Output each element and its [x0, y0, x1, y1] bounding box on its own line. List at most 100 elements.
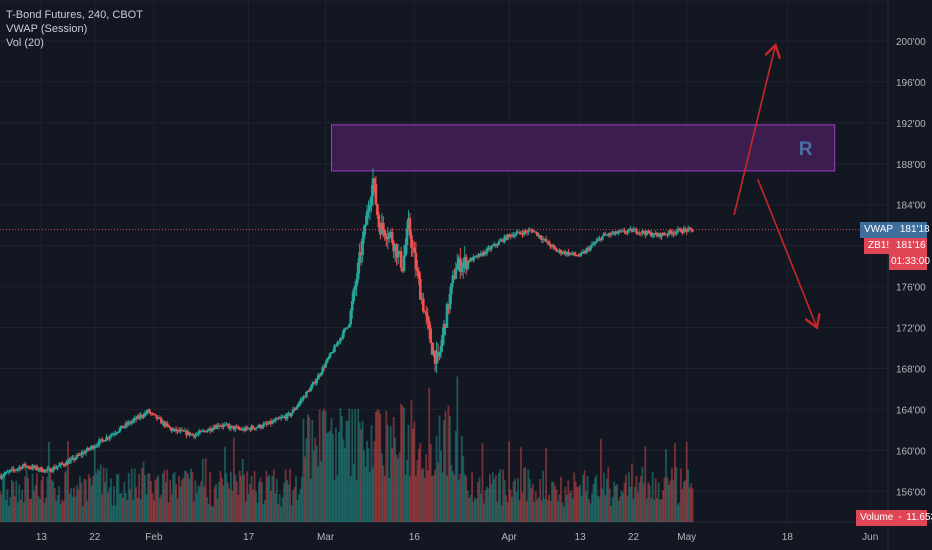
volume-bar	[275, 479, 278, 522]
volume-bar	[213, 487, 216, 522]
candle-body	[185, 430, 188, 436]
volume-bar	[247, 493, 250, 522]
volume-bar	[591, 493, 593, 522]
volume-bar	[258, 481, 260, 522]
candle-body	[192, 434, 196, 437]
candle-body	[658, 233, 662, 237]
candle-body	[436, 351, 440, 357]
candle-body	[91, 445, 95, 449]
candle-body	[197, 433, 200, 435]
volume-bar	[95, 473, 98, 522]
volume-bar	[164, 481, 167, 522]
candle-body	[599, 238, 603, 241]
resistance-zone-label: R	[799, 139, 813, 160]
candle-body	[248, 428, 252, 431]
candle-body	[448, 293, 452, 310]
x-tick-label: 13	[575, 532, 587, 543]
volume-bar	[447, 405, 450, 522]
volume-bar	[465, 475, 468, 522]
candle-body	[476, 255, 480, 258]
volume-bar	[499, 469, 502, 522]
candle-body	[429, 328, 432, 344]
candle-body	[447, 304, 450, 310]
volume-bar	[537, 497, 540, 522]
candle-body	[100, 439, 104, 441]
volume-bar	[182, 477, 185, 522]
candle-body	[467, 260, 471, 262]
volume-bar	[215, 483, 217, 522]
candle-body	[534, 231, 538, 233]
volume-bar	[284, 469, 287, 522]
legend-vwap[interactable]: VWAP (Session)	[6, 23, 88, 35]
candle-body	[402, 255, 406, 271]
candle-body	[673, 232, 677, 234]
candle-body	[86, 447, 89, 452]
volume-bar	[679, 468, 682, 522]
legend-symbol[interactable]: T-Bond Futures, 240, CBOT	[6, 9, 143, 21]
volume-bar	[266, 476, 269, 522]
candle-body	[586, 248, 589, 250]
volume-bar	[545, 447, 548, 522]
volume-bar	[27, 478, 30, 522]
candle-body	[439, 345, 443, 353]
volume-bar	[372, 467, 374, 522]
volume-bar	[289, 468, 291, 522]
volume-bar	[117, 474, 120, 522]
candle-body	[556, 251, 560, 253]
candle-body	[205, 430, 209, 433]
volume-bar	[201, 458, 204, 522]
volume-bar	[246, 471, 249, 522]
volume-bar	[235, 481, 238, 522]
candle-body	[549, 244, 552, 247]
candle-body	[316, 375, 320, 380]
volume-bar	[158, 498, 161, 522]
candle-body	[103, 440, 107, 442]
volume-bar	[221, 478, 223, 522]
candle-body	[490, 246, 493, 250]
candle-body	[257, 424, 261, 428]
candle-body	[269, 421, 273, 424]
volume-bar	[597, 495, 599, 522]
volume-bar	[225, 473, 228, 522]
candle-body	[285, 413, 289, 419]
candle-body	[231, 425, 234, 427]
candle-body	[441, 334, 444, 346]
candle-body	[457, 258, 461, 265]
volume-bar	[360, 429, 363, 522]
volume-bar	[629, 486, 632, 522]
candle-body	[127, 422, 131, 425]
volume-bar	[484, 490, 487, 522]
candle-body	[648, 232, 652, 234]
volume-bar	[77, 489, 80, 522]
candle-body	[297, 402, 301, 406]
candle-body	[433, 350, 437, 364]
candle-body	[612, 231, 616, 234]
candle-body	[481, 253, 484, 256]
candle-body	[125, 423, 129, 425]
candle-body	[322, 367, 326, 369]
candle-body	[575, 255, 579, 257]
candle-body	[263, 423, 267, 425]
candle-body	[186, 431, 190, 436]
volume-bar	[98, 470, 101, 522]
candle-body	[519, 233, 523, 235]
candle-body	[598, 238, 601, 240]
volume-bar	[129, 489, 132, 522]
volume-bar	[92, 475, 95, 522]
candle-body	[222, 424, 225, 427]
volume-bar	[505, 495, 508, 522]
legend-volume[interactable]: Vol (20)	[6, 37, 44, 49]
volume-bar	[5, 499, 7, 522]
candle-body	[81, 452, 85, 455]
candle-body	[399, 251, 403, 268]
candle-body	[424, 312, 428, 316]
volume-bar	[586, 476, 589, 522]
candle-body	[535, 232, 539, 236]
volume-bar	[197, 485, 200, 522]
volume-bar	[511, 496, 513, 522]
volume-bar	[533, 502, 536, 522]
volume-bar	[317, 466, 320, 522]
candle-body	[503, 236, 506, 242]
candle-body	[649, 232, 653, 237]
